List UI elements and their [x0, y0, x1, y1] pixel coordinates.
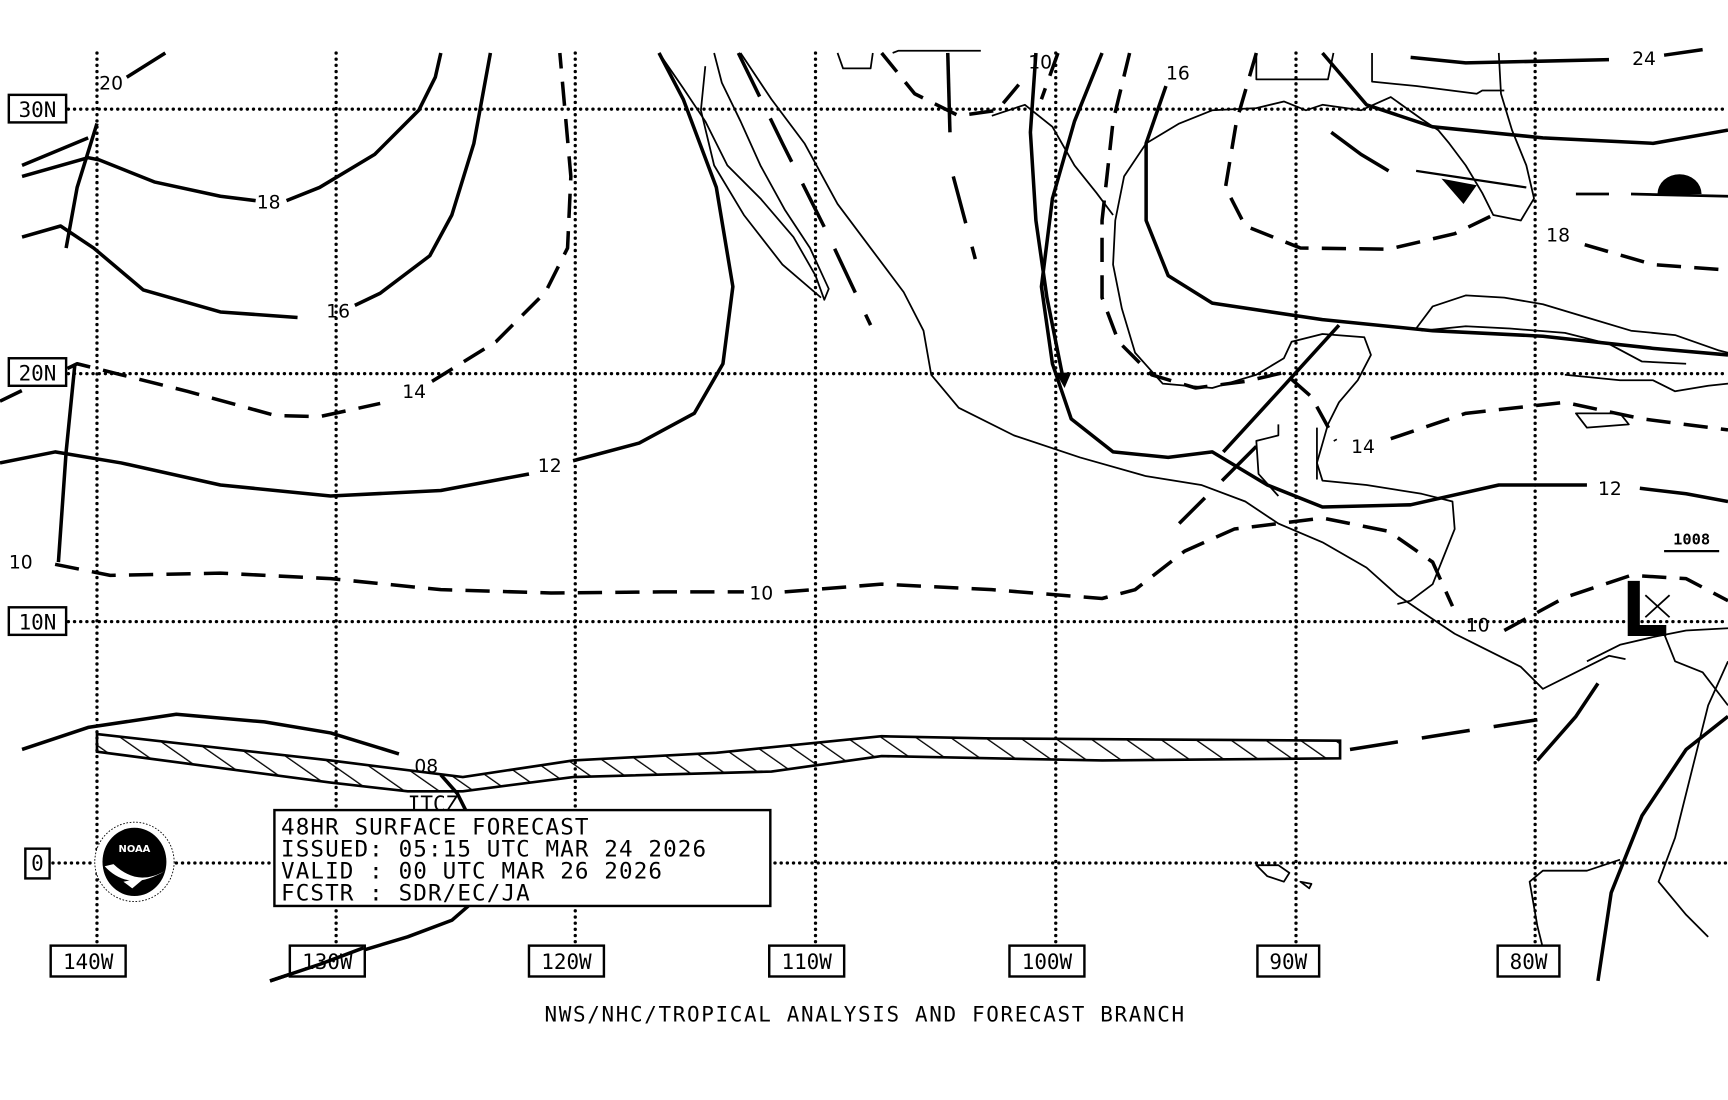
- isobar-label: 18: [1546, 225, 1570, 246]
- isobar-label: 10: [1466, 616, 1490, 637]
- isobar-label: 08: [414, 757, 438, 778]
- isobar-label: 16: [1166, 63, 1190, 84]
- isobar-label: 14: [402, 382, 426, 403]
- noaa-logo-text: NOAA: [119, 844, 151, 855]
- cold-front: [1415, 169, 1527, 204]
- low-pressure-center: 1008 L: [1627, 530, 1720, 636]
- isobar-label: 18: [257, 192, 281, 213]
- low-position-x-icon: [1644, 594, 1671, 618]
- lon-label-100w: 100W: [1022, 950, 1073, 974]
- isobar-label: 20: [99, 73, 123, 94]
- lon-label-140w: 140W: [63, 950, 114, 974]
- itcz-band: ITCZ: [95, 732, 1342, 816]
- noaa-logo: NOAA: [94, 821, 175, 902]
- forecast-info-box: 48HR SURFACE FORECAST ISSUED: 05:15 UTC …: [273, 808, 772, 908]
- lat-label-20n: 20N: [19, 361, 57, 385]
- isobar-label: 14: [1351, 437, 1375, 458]
- low-pressure-value: 1008: [1673, 530, 1710, 548]
- info-title: 48HR SURFACE FORECAST: [281, 814, 590, 840]
- lon-label-120w: 120W: [541, 950, 592, 974]
- low-symbol: [1627, 580, 1667, 636]
- longitude-labels: 140W 130W 120W 110W 100W 90W 80W: [49, 944, 1561, 978]
- lon-label-90w: 90W: [1269, 950, 1307, 974]
- coastlines: [658, 49, 1728, 949]
- footer-credit: NWS/NHC/TROPICAL ANALYSIS AND FORECAST B…: [544, 1003, 1185, 1027]
- isobar-labels: 20 18 16 14 12 10 10 08 10 16 24 18 14 1…: [9, 49, 1656, 778]
- info-forecaster: FCSTR : SDR/EC/JA: [281, 880, 531, 906]
- isobar-label: 16: [326, 301, 350, 322]
- isobar-label: 10: [749, 584, 773, 605]
- latitude-labels: 30N 20N 10N 0: [7, 93, 68, 880]
- isobar-label: 24: [1632, 49, 1656, 70]
- lat-label-0: 0: [31, 852, 44, 876]
- lon-label-110w: 110W: [781, 950, 832, 974]
- info-issued: ISSUED: 05:15 UTC MAR 24 2026: [281, 836, 707, 862]
- isobars: [0, 47, 1728, 983]
- lat-label-10n: 10N: [19, 610, 57, 634]
- isobar-label: 12: [1598, 479, 1622, 500]
- isobar-label: 10: [9, 553, 33, 574]
- info-valid: VALID : 00 UTC MAR 26 2026: [281, 858, 663, 884]
- warm-front: [1575, 174, 1728, 198]
- lat-label-30n: 30N: [19, 98, 57, 122]
- isobar-label: 10: [1028, 52, 1052, 73]
- lon-label-80w: 80W: [1510, 950, 1548, 974]
- isobar-label: 12: [538, 456, 562, 477]
